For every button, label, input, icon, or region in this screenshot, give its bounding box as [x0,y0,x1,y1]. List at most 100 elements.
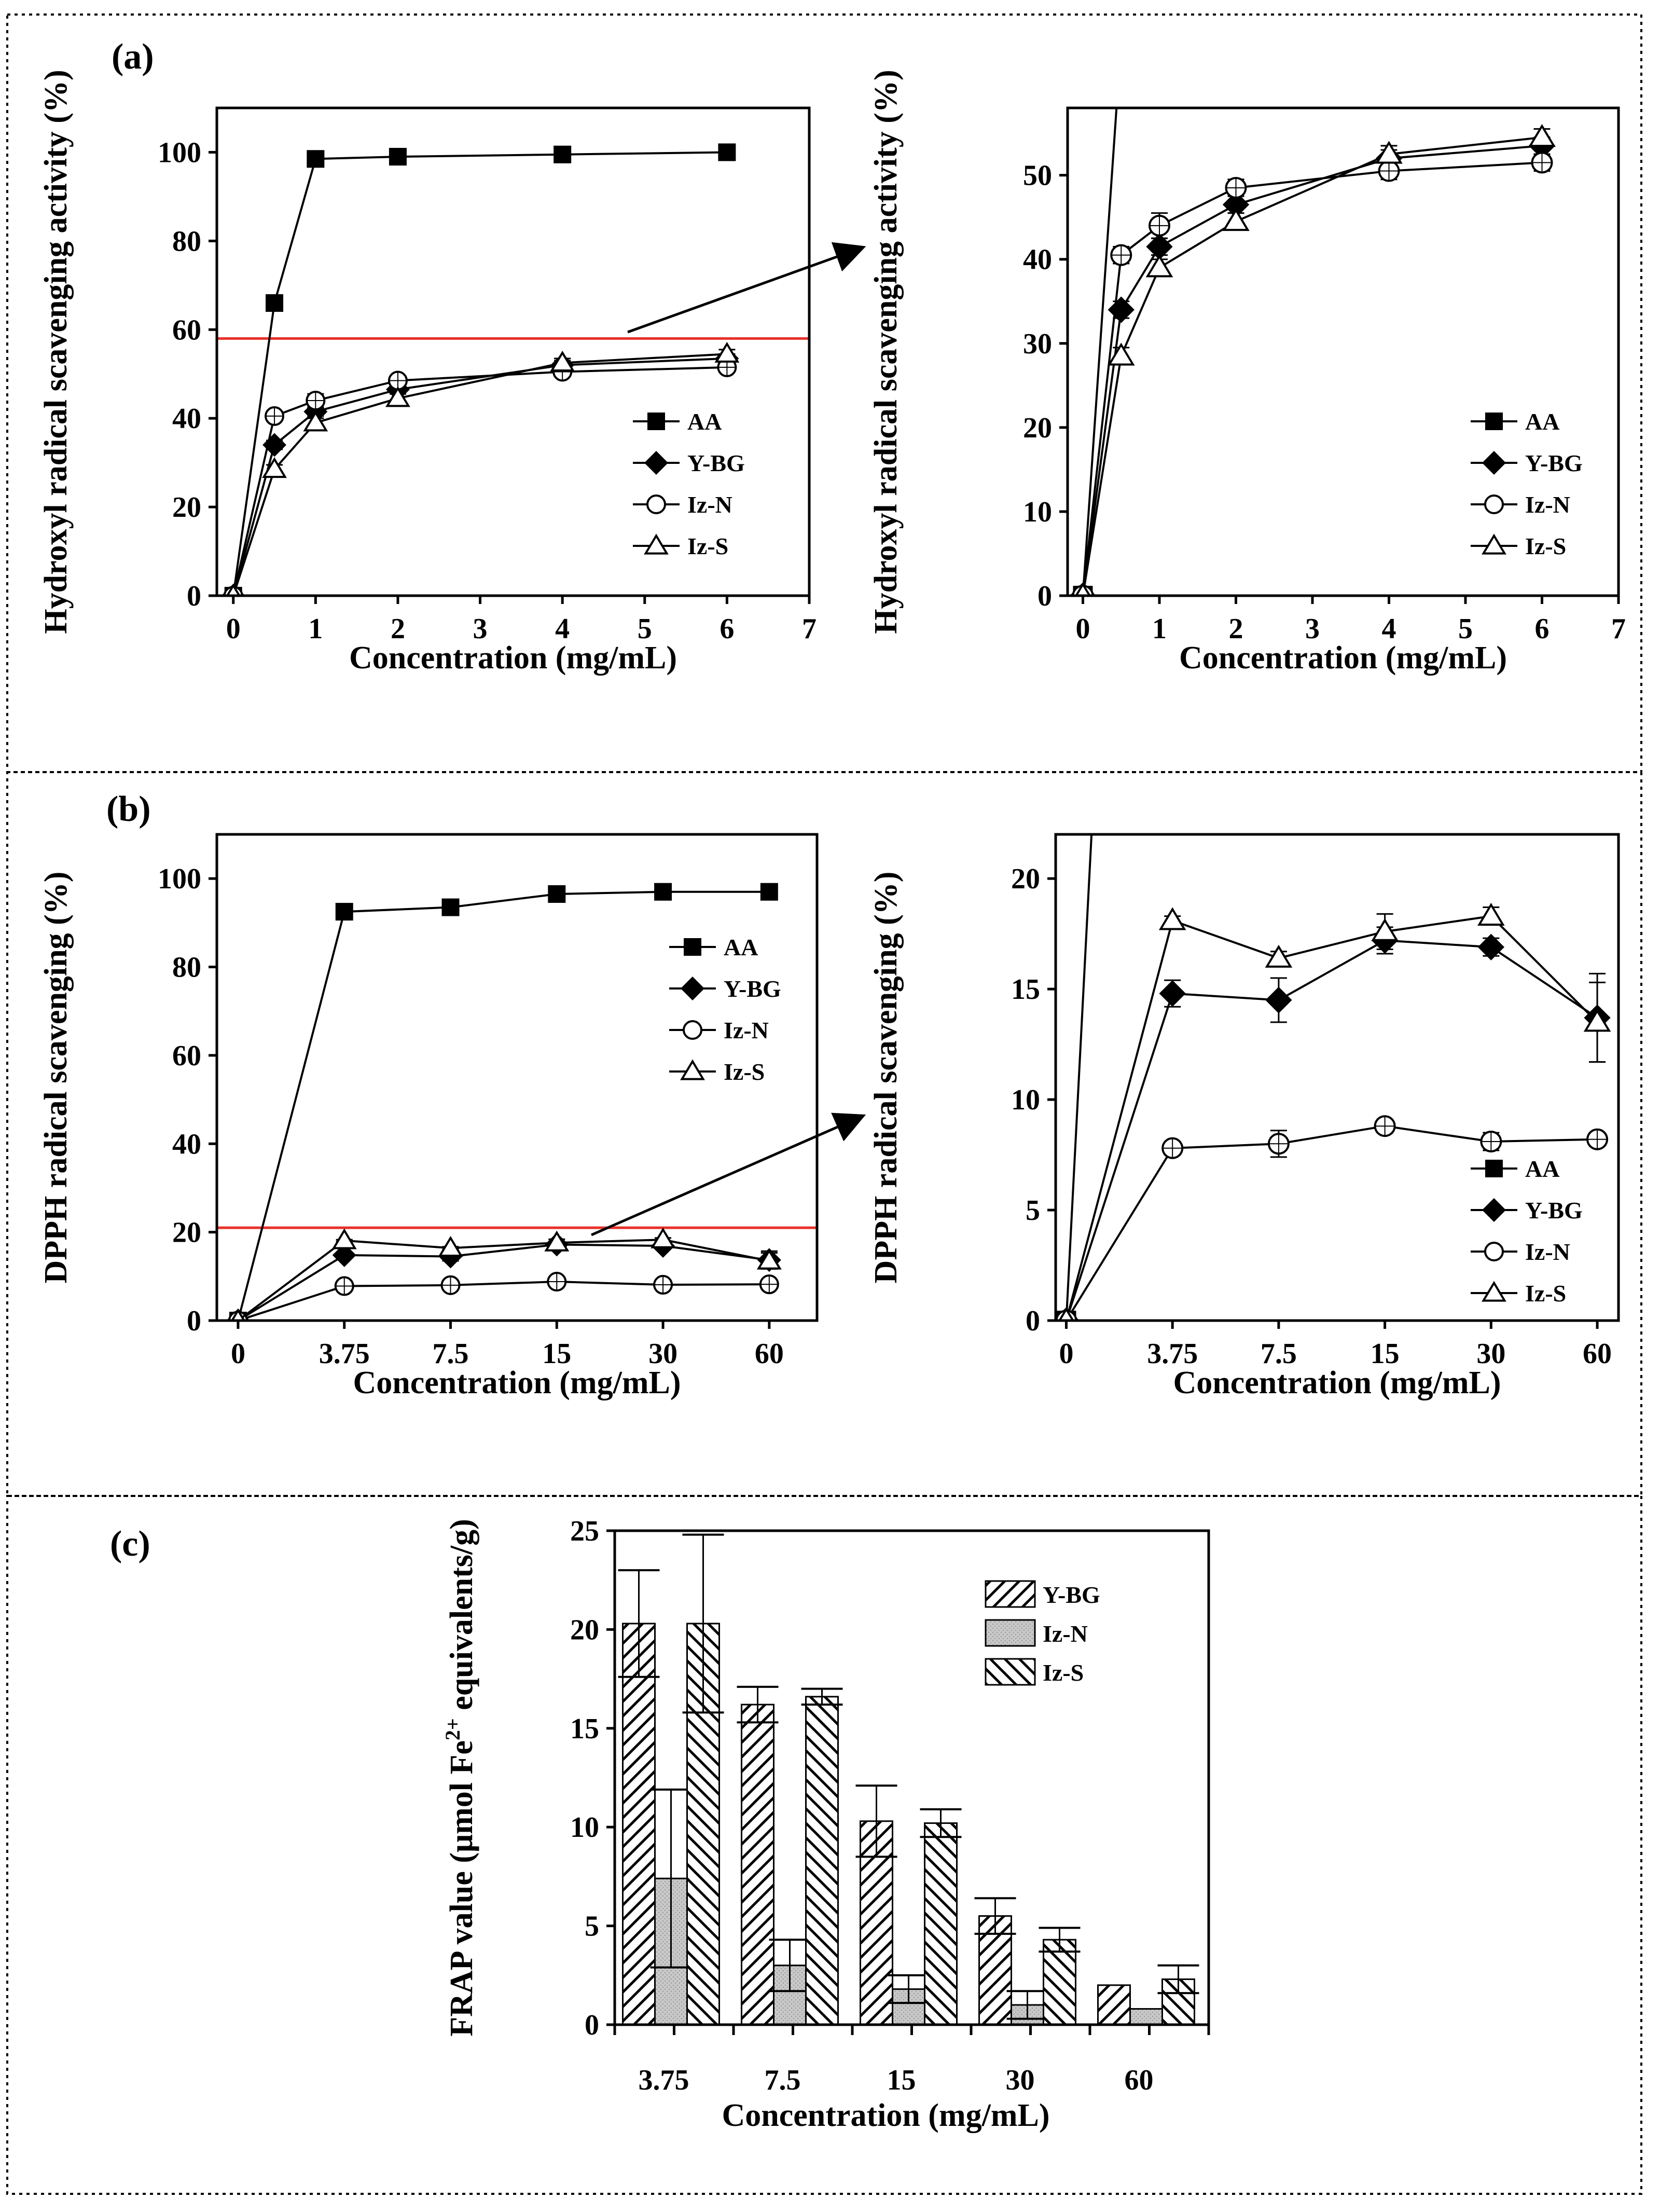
legend-marker-aa [647,413,665,430]
data-point-iz-s [1158,907,1186,930]
series-iz-n [223,357,737,596]
data-point-iz-s [1145,254,1173,278]
y-axis-title: DPPH radical scavenging (%) [868,872,904,1284]
data-point-aa [441,898,460,916]
y-tick-label: 40 [172,1128,201,1160]
y-tick-label: 20 [172,1217,201,1249]
x-tick-label: 30 [648,1338,677,1370]
data-point-iz-s [1265,944,1293,968]
data-point-aa [335,903,353,921]
legend-label-y-bg: Y-BG [687,450,745,476]
x-tick-label: 1 [1152,613,1167,645]
panel-a-label: (a) [112,37,154,77]
y-tick-label: 40 [172,403,201,435]
x-tick-label: 6 [720,613,734,645]
x-tick-label: 5 [638,613,652,645]
series-iz-s [226,341,740,596]
y-tick-label: 10 [1023,496,1052,528]
x-tick-label: 6 [1535,613,1550,645]
y-tick-label: 0 [1026,1305,1040,1337]
legend-label-aa: AA [687,408,722,435]
bar-y-bg [1097,1984,1131,2026]
series-y-bg [1056,926,1611,1321]
panel-c-frame [6,1495,1642,2195]
y-tick-label: 20 [1011,863,1040,895]
x-tick-label: 3.75 [319,1338,370,1370]
chart-b-main: 0 20 40 60 80 100 0 3.75 7.5 15 30 60 Concentration … [38,833,819,1400]
chart-a-main: 0 20 40 60 80 100 0 1 2 3 4 5 6 7 Concentration (mg/mL… [38,70,817,676]
series-iz-s [1058,902,1611,1321]
category-label: 60 [1125,2064,1154,2096]
series-line-iz-n [1082,161,1542,596]
legend-marker-iz-s [644,533,669,555]
legend-marker-y-bg [644,451,668,475]
panel-c-label: (c) [110,1524,150,1564]
x-tick-label: 1 [308,613,323,645]
y-axis-title-main: FRAP value (μmol Fe [444,1740,479,2037]
y-tick-label: 15 [1011,973,1040,1006]
legend-label-iz-n: Iz-N [724,1017,769,1043]
y-tick-label: 5 [1026,1194,1040,1227]
x-axis-title: Concentration (mg/mL) [722,2098,1050,2133]
legend-label-iz-s: Iz-S [724,1059,765,1085]
y-tick-label: 60 [172,314,201,346]
y-tick-label: 100 [158,136,201,169]
y-tick-label: 5 [585,1911,599,1943]
x-axis-title: Concentration (mg/mL) [353,1365,681,1400]
x-tick-label: 3 [1305,613,1320,645]
legend-marker-iz-n [646,494,666,514]
legend-marker-iz-s [680,1059,705,1080]
data-point-aa [307,150,325,168]
series-aa [229,883,778,1321]
series-aa [224,143,736,596]
y-tick-label: 0 [585,2009,599,2041]
legend: AA Y-BG Iz-N Iz-S [1471,408,1583,559]
series-line-iz-s [237,1239,770,1321]
data-point-y-bg [1108,296,1135,323]
legend-label-y-bg: Y-BG [1043,1582,1100,1608]
data-point-y-bg [1146,233,1173,260]
data-point-iz-s [303,410,328,432]
y-tick-label: 20 [1023,412,1052,444]
data-point-iz-s [1371,918,1399,941]
data-point-iz-s [1107,342,1135,366]
y-tick-label: 30 [1023,328,1052,360]
data-point-aa [389,148,407,166]
data-point-aa [718,143,736,161]
x-tick-label: 3 [473,613,488,645]
zoom-arrow-b [590,1112,866,1236]
legend: AA Y-BG Iz-N Iz-S [1471,1156,1583,1307]
legend-label-iz-s: Iz-S [1043,1659,1084,1686]
legend-marker-iz-n [683,1020,702,1040]
y-tick-label: 100 [158,863,201,895]
series-line-iz-n [1065,1125,1598,1321]
data-point-iz-s [550,350,575,372]
x-tick-label: 7 [1611,613,1626,645]
series-line-iz-n [238,1281,769,1321]
y-tick-label: 10 [1011,1084,1040,1116]
data-point-y-bg [1222,191,1250,218]
category-label: 7.5 [765,2064,801,2096]
data-point-iz-s [1528,123,1556,147]
plot-area [1069,31,1556,596]
legend: AA Y-BG Iz-N Iz-S [633,408,745,559]
legend-marker-y-bg [1482,1198,1506,1222]
series-line-y-bg [237,1243,770,1321]
x-axis-title: Concentration (mg/mL) [349,640,677,676]
legend-marker-iz-n [1484,494,1504,514]
plot-frame [1066,106,1620,597]
legend-label-aa: AA [1525,408,1559,435]
data-point-aa [1111,31,1131,50]
y-axis-title: Hydroxyl radical scavenging activity (%) [868,70,904,634]
chart-b-zoom: 0 5 10 15 20 0 3.75 7.5 15 30 60 Concentration (mg/… [868,833,1620,1400]
data-point-iz-s [1375,141,1403,164]
legend-marker-y-bg [681,977,704,1000]
legend-marker-iz-n [1484,1242,1504,1261]
x-tick-label: 3.75 [1147,1338,1198,1370]
legend-label-aa: AA [724,934,758,960]
series-line-iz-s [1082,136,1542,596]
bar-y-bg [622,1623,656,2026]
series-line-aa [237,890,769,1321]
data-point-y-bg [1159,980,1186,1007]
